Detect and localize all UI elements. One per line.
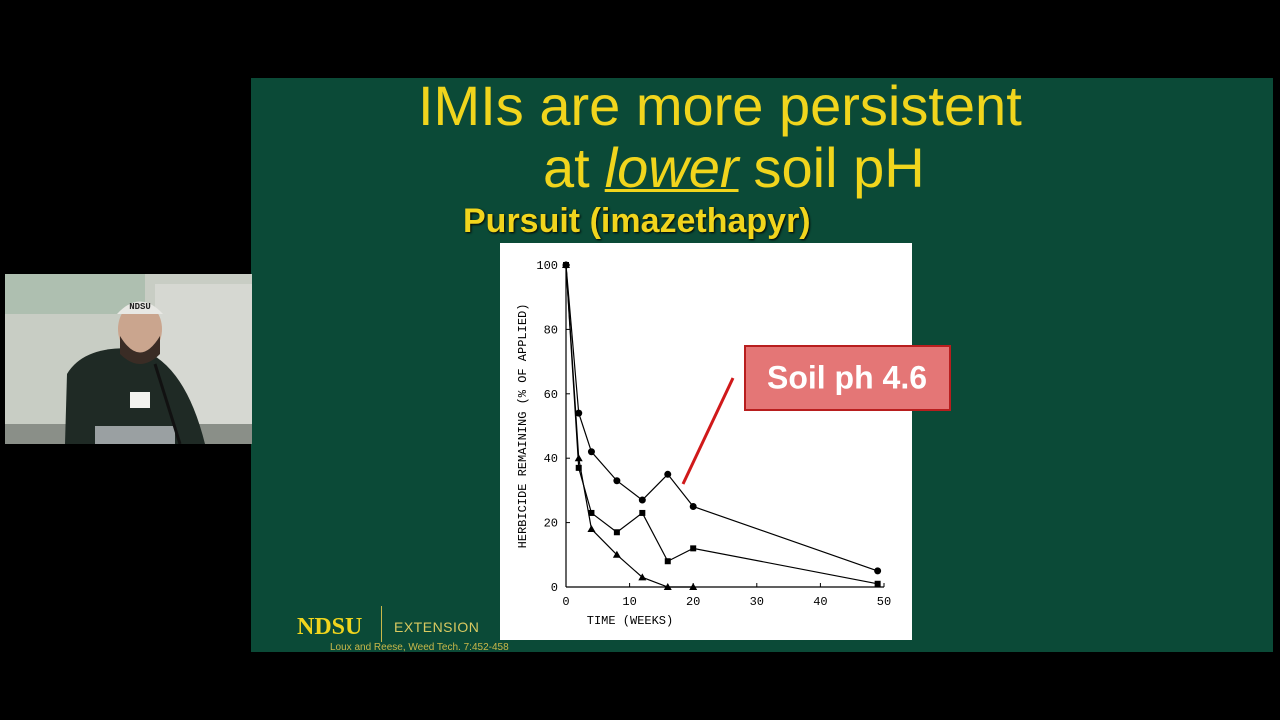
- y-tick-label: 80: [544, 323, 558, 337]
- y-axis-label: HERBICIDE REMAINING (% OF APPLIED): [516, 304, 530, 549]
- logo-separator: [381, 606, 382, 642]
- mic-stand: [153, 363, 182, 444]
- data-point: [638, 573, 647, 581]
- webcam: NDSU: [5, 274, 252, 444]
- data-point: [663, 583, 672, 590]
- data-point: [613, 529, 620, 536]
- x-tick-label: 0: [562, 595, 569, 609]
- data-point: [874, 580, 881, 587]
- cap: [117, 301, 163, 314]
- title-emphasis: lower: [604, 136, 739, 199]
- y-tick-label: 40: [544, 452, 558, 466]
- data-point: [613, 477, 621, 485]
- beard: [120, 336, 160, 364]
- x-tick-label: 10: [622, 595, 636, 609]
- data-point: [588, 509, 595, 516]
- data-point: [587, 448, 595, 456]
- citation: Loux and Reese, Weed Tech. 7:452-458: [330, 642, 509, 652]
- webcam-scene: NDSU: [5, 274, 252, 444]
- logo-unit: EXTENSION: [394, 619, 480, 635]
- x-tick-label: 20: [686, 595, 700, 609]
- title-word: soil pH: [753, 136, 925, 199]
- slide-title-line: at lower soil pH: [543, 138, 925, 198]
- data-point: [664, 470, 672, 478]
- callout-box: [744, 345, 951, 411]
- data-point: [689, 503, 697, 510]
- series-line: [565, 264, 878, 572]
- slide-title: IMIs are more persistent: [418, 74, 1022, 137]
- data-point: [638, 496, 646, 504]
- head: [118, 302, 162, 356]
- data-point: [664, 558, 671, 565]
- y-tick-label: 20: [544, 517, 558, 531]
- badge: [130, 392, 150, 408]
- y-tick-label: 0: [551, 581, 558, 595]
- data-point: [587, 525, 596, 533]
- series-line: [565, 264, 694, 588]
- window: [5, 274, 145, 314]
- data-point: [689, 583, 698, 590]
- data-point: [575, 409, 583, 417]
- data-point: [575, 464, 582, 471]
- series-line: [565, 264, 878, 585]
- x-tick-label: 50: [877, 595, 891, 609]
- data-point: [690, 545, 697, 552]
- logo: NDSU: [297, 614, 363, 640]
- title-word: at: [543, 136, 590, 199]
- x-tick-label: 30: [750, 595, 764, 609]
- callout-pointer: [681, 377, 735, 485]
- y-tick-label: 60: [544, 388, 558, 402]
- callout-text: Soil ph 4.6: [767, 359, 927, 395]
- laptop: [95, 426, 175, 444]
- data-point: [574, 454, 583, 462]
- slide-subtitle: Pursuit (imazethapyr): [463, 202, 811, 240]
- x-tick-label: 40: [813, 595, 827, 609]
- data-point: [874, 567, 882, 575]
- x-axis-label: TIME (WEEKS): [587, 614, 673, 628]
- data-point: [612, 550, 621, 558]
- cap-text: NDSU: [129, 302, 151, 312]
- data-point: [562, 261, 570, 268]
- data-point: [639, 509, 646, 516]
- y-tick-label: 100: [536, 259, 558, 273]
